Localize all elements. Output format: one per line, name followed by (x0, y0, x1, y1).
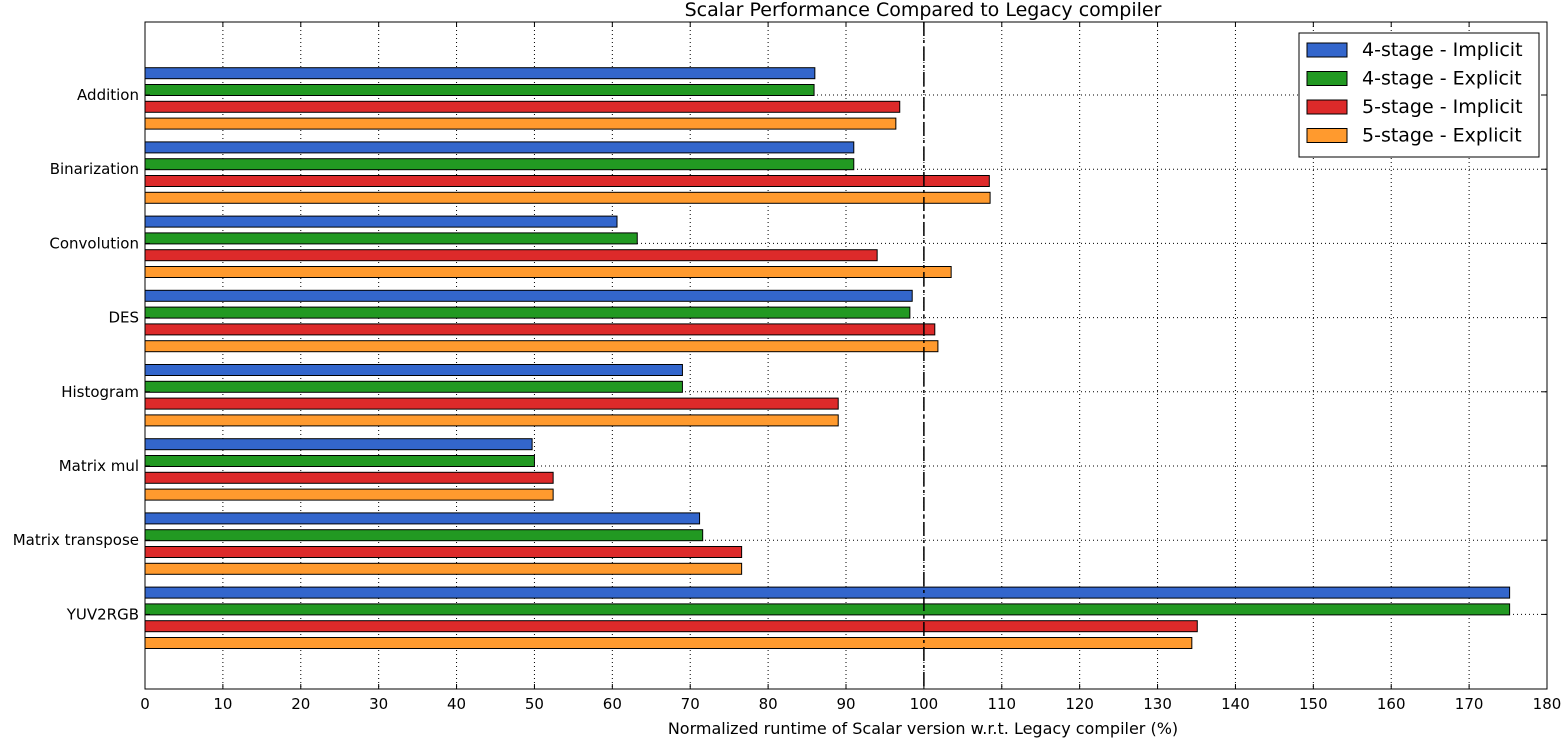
bar-binarization-2 (144, 175, 990, 187)
bar-matrix-mul-0 (144, 438, 533, 451)
y-tick-label: Binarization (50, 160, 139, 178)
y-tick-label: YUV2RGB (66, 605, 139, 623)
y-tick-label: Convolution (49, 234, 139, 252)
bar-binarization-3 (144, 191, 991, 204)
bar-yuv2rgb-3 (144, 637, 1193, 649)
bar-histogram-2 (144, 397, 839, 410)
bar-addition-3 (144, 117, 897, 130)
legend-swatch (1306, 99, 1348, 115)
x-tick-label: 20 (291, 695, 310, 713)
legend-swatch (1306, 71, 1348, 86)
bar-histogram-0 (144, 364, 683, 376)
bars (144, 67, 1511, 649)
bar-matrix-transpose-3 (144, 562, 743, 575)
bar-histogram-1 (144, 380, 683, 393)
bar-matrix-transpose-0 (144, 512, 701, 525)
x-tick-label: 140 (1221, 695, 1250, 713)
bar-matrix-transpose-1 (144, 529, 704, 542)
legend-label: 5-stage - Implicit (1362, 96, 1523, 118)
bar-binarization-1 (144, 158, 855, 171)
x-tick-label: 90 (836, 695, 855, 713)
legend-label: 4-stage - Explicit (1362, 68, 1522, 90)
y-tick-label: Matrix transpose (13, 531, 139, 549)
legend-label: 4-stage - Implicit (1362, 39, 1523, 61)
x-tick-label: 50 (525, 695, 544, 713)
bar-convolution-1 (144, 232, 638, 245)
x-tick-label: 100 (910, 695, 939, 713)
bar-yuv2rgb-0 (144, 586, 1511, 599)
x-tick-label: 60 (603, 695, 622, 713)
bar-des-1 (144, 306, 911, 319)
y-tick-label: DES (108, 309, 139, 327)
bar-addition-0 (144, 67, 816, 80)
x-tick-label: 150 (1299, 695, 1328, 713)
x-tick-label: 110 (987, 695, 1016, 713)
bar-yuv2rgb-2 (144, 620, 1198, 633)
bar-convolution-2 (144, 249, 878, 262)
bar-des-0 (144, 289, 913, 302)
x-tick-label: 120 (1065, 695, 1094, 713)
bar-binarization-0 (144, 141, 855, 154)
x-tick-label: 0 (140, 695, 150, 713)
bar-matrix-mul-1 (144, 455, 535, 467)
legend-swatch (1306, 128, 1348, 143)
bar-addition-1 (144, 84, 815, 96)
y-tick-label: Addition (77, 86, 139, 104)
bar-matrix-mul-3 (144, 488, 554, 501)
bar-des-2 (144, 323, 936, 336)
x-tick-label: 160 (1377, 695, 1406, 713)
y-tick-label: Matrix mul (59, 457, 139, 475)
legend-swatch (1306, 42, 1348, 58)
y-tick-label: Histogram (61, 383, 139, 401)
x-axis-label: Normalized runtime of Scalar version w.r… (668, 719, 1178, 738)
legend-label: 5-stage - Explicit (1362, 125, 1522, 147)
y-axis-ticks: Addition Binarization Convolution DES Histog… (13, 86, 1547, 623)
bar-histogram-3 (144, 414, 839, 427)
bar-addition-2 (144, 100, 901, 113)
x-tick-label: 10 (213, 695, 232, 713)
bar-convolution-3 (144, 266, 952, 278)
x-tick-label: 80 (759, 695, 778, 713)
x-tick-label: 70 (681, 695, 700, 713)
x-tick-label: 30 (369, 695, 388, 713)
legend: 4-stage - Implicit 4-stage - Explicit 5-st… (1298, 32, 1540, 158)
x-tick-label: 130 (1143, 695, 1172, 713)
x-axis-ticks: 0 10 20 30 40 50 60 70 80 90 100 110 120 130 140 150 160… (140, 22, 1561, 713)
x-tick-label: 40 (447, 695, 466, 713)
bar-yuv2rgb-1 (144, 603, 1511, 616)
chart-title: Scalar Performance Compared to Legacy co… (685, 0, 1162, 21)
bar-matrix-transpose-2 (144, 546, 743, 558)
bar-convolution-0 (144, 215, 618, 228)
bar-matrix-mul-2 (144, 471, 554, 484)
x-tick-label: 170 (1455, 695, 1484, 713)
x-tick-label: 180 (1533, 695, 1562, 713)
bar-des-3 (144, 340, 939, 353)
